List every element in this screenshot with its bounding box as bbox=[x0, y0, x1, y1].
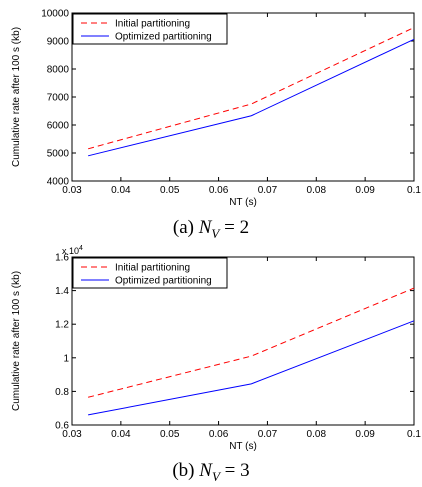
series-line-initial bbox=[88, 287, 415, 398]
x-tick-label: 0.06 bbox=[209, 185, 229, 196]
x-tick-label: 0.09 bbox=[355, 185, 375, 196]
y-tick-label: 1 bbox=[63, 353, 69, 364]
x-tick-label: 0.1 bbox=[407, 185, 421, 196]
y-tick-label: 8000 bbox=[47, 65, 70, 76]
caption-math-rest: = 2 bbox=[219, 217, 250, 238]
caption-math-var: N bbox=[199, 460, 212, 481]
x-tick-label: 0.08 bbox=[307, 185, 327, 196]
x-tick-label: 0.06 bbox=[209, 429, 229, 440]
caption-math-var: N bbox=[198, 217, 212, 238]
x-tick-label: 0.09 bbox=[355, 429, 375, 440]
legend-label: Optimized partitioning bbox=[115, 276, 212, 287]
x-tick-label: 0.07 bbox=[258, 429, 278, 440]
caption-prefix: (a) bbox=[172, 217, 194, 238]
y-tick-label: 0.8 bbox=[55, 387, 69, 398]
caption-nv3: (b) NV = 3 bbox=[0, 460, 422, 485]
y-exponent-label: x 104 bbox=[62, 245, 83, 256]
x-tick-label: 0.05 bbox=[160, 429, 180, 440]
y-tick-label: 9000 bbox=[47, 37, 70, 48]
legend-label: Optimized partitioning bbox=[115, 32, 212, 43]
x-tick-label: 0.04 bbox=[111, 429, 131, 440]
y-axis-label: Cumulative rate after 100 s (kb) bbox=[11, 27, 22, 167]
y-tick-label: 1.6 bbox=[55, 253, 69, 264]
legend-label: Initial partitioning bbox=[115, 19, 190, 30]
chart-initial-vs-optimized-nv2: 0.03 0.04 0.05 0.06 0.07 0.08 0.09 0.1 4000 5000 6… bbox=[11, 9, 421, 209]
x-tick-label: 0.03 bbox=[62, 185, 82, 196]
x-tick-label: 0.1 bbox=[407, 429, 421, 440]
y-axis-label: Cumulative rate after 100 s (kb) bbox=[11, 271, 22, 411]
series-line-optimized bbox=[88, 320, 415, 416]
x-tick-label: 0.07 bbox=[258, 185, 278, 196]
y-tick-label: 4000 bbox=[47, 177, 70, 188]
series-line-initial bbox=[87, 27, 415, 150]
caption-math-rest: = 3 bbox=[219, 460, 250, 481]
x-axis-label: NT (s) bbox=[229, 441, 257, 452]
legend-box bbox=[72, 13, 228, 45]
plot-area-frame bbox=[71, 256, 415, 426]
caption-nv2: (a) NV = 2 bbox=[0, 217, 422, 242]
y-tick-label: 7000 bbox=[47, 93, 70, 104]
legend-label: Initial partitioning bbox=[115, 263, 190, 274]
series-line-optimized bbox=[88, 38, 415, 157]
y-tick-label: 0.6 bbox=[55, 421, 69, 432]
caption-prefix: (b) bbox=[172, 460, 195, 481]
y-tick-label: 1.2 bbox=[55, 320, 69, 331]
caption-math-sub: V bbox=[211, 225, 220, 241]
x-tick-label: 0.04 bbox=[111, 185, 131, 196]
x-tick-label: 0.08 bbox=[307, 429, 327, 440]
y-tick-label: 10000 bbox=[41, 9, 69, 20]
legend-box bbox=[72, 257, 228, 289]
x-tick-label: 0.03 bbox=[62, 429, 82, 440]
y-tick-label: 5000 bbox=[47, 149, 70, 160]
caption-math-sub: V bbox=[211, 468, 220, 484]
y-tick-label: 1.4 bbox=[55, 286, 69, 297]
y-tick-label: 6000 bbox=[47, 121, 70, 132]
x-tick-label: 0.05 bbox=[160, 185, 180, 196]
chart-initial-vs-optimized-nv3: 0.03 0.04 0.05 0.06 0.07 0.08 0.09 0.1 0.6 0.8 1 1.… bbox=[11, 245, 421, 452]
x-axis-label: NT (s) bbox=[229, 197, 257, 208]
